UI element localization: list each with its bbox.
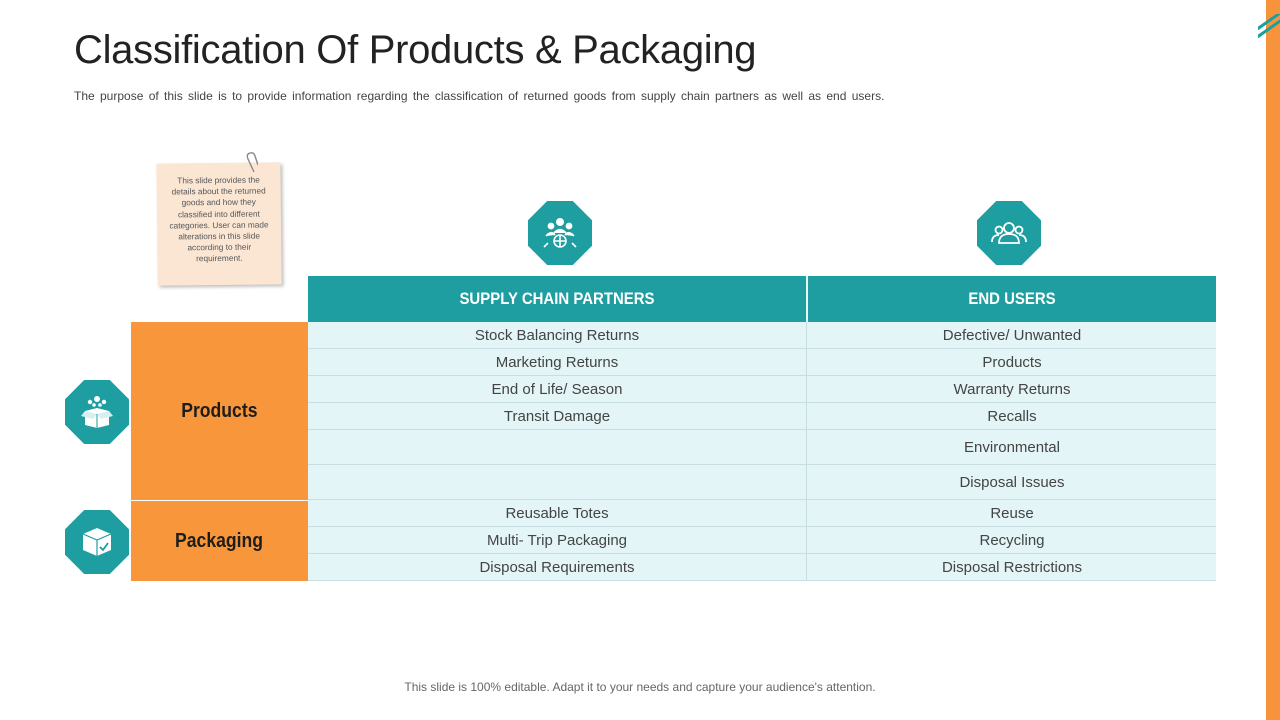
header-divider	[806, 276, 808, 322]
table-cell	[308, 465, 806, 499]
category-products-label: Products	[181, 399, 258, 422]
table-row: Disposal Requirements Disposal Restricti…	[308, 554, 1216, 581]
table-cell: Recycling	[979, 531, 1045, 549]
table-cell: Reusable Totes	[505, 504, 609, 522]
table-cell: Warranty Returns	[953, 380, 1071, 398]
table-cell: End of Life/ Season	[491, 380, 623, 398]
category-packaging-label: Packaging	[175, 529, 264, 552]
table-row: Disposal Issues	[308, 465, 1216, 500]
accent-side-bar	[1266, 0, 1280, 720]
accent-stripes	[1258, 14, 1280, 44]
table-row: Multi- Trip Packaging Recycling	[308, 527, 1216, 554]
table-cell: Environmental	[964, 438, 1060, 456]
sticky-note-text: This slide provides the details about th…	[169, 174, 269, 264]
slide-subtitle: The purpose of this slide is to provide …	[74, 89, 885, 103]
table-header: SUPPLY CHAIN PARTNERS END USERS	[308, 276, 1216, 322]
table-cell: Disposal Requirements	[479, 558, 635, 576]
table-row: Transit Damage Recalls	[308, 403, 1216, 430]
table-cell: Transit Damage	[503, 407, 611, 425]
table-cell: Stock Balancing Returns	[474, 326, 640, 344]
header-supply-chain-partners: SUPPLY CHAIN PARTNERS	[459, 289, 655, 308]
table-row: Environmental	[308, 430, 1216, 465]
table-cell	[308, 430, 806, 464]
table-body	[308, 322, 1216, 581]
table-cell: Products	[982, 353, 1042, 371]
table-cell: Recalls	[987, 407, 1037, 425]
table-row: Marketing Returns Products	[308, 349, 1216, 376]
table-cell: Defective/ Unwanted	[942, 326, 1082, 344]
table-cell: Disposal Restrictions	[941, 558, 1083, 576]
network-people-icon	[528, 201, 592, 265]
table-cell: Disposal Issues	[959, 473, 1065, 491]
table-cell: Multi- Trip Packaging	[486, 531, 628, 549]
slide-footer: This slide is 100% editable. Adapt it to…	[404, 680, 876, 694]
users-icon	[977, 201, 1041, 265]
table-row: End of Life/ Season Warranty Returns	[308, 376, 1216, 403]
header-end-users: END USERS	[968, 289, 1056, 308]
open-box-icon	[65, 380, 129, 444]
table-row: Stock Balancing Returns Defective/ Unwan…	[308, 322, 1216, 349]
package-check-icon	[65, 510, 129, 574]
table-cell: Reuse	[990, 504, 1034, 522]
slide-title: Classification Of Products & Packaging	[74, 28, 757, 72]
paperclip-icon	[246, 152, 258, 173]
sticky-note: This slide provides the details about th…	[156, 162, 282, 286]
category-products: Products	[131, 322, 308, 500]
column-divider	[806, 322, 807, 581]
table-row: Reusable Totes Reuse	[308, 500, 1216, 527]
table-cell: Marketing Returns	[495, 353, 619, 371]
category-packaging: Packaging	[131, 501, 308, 581]
